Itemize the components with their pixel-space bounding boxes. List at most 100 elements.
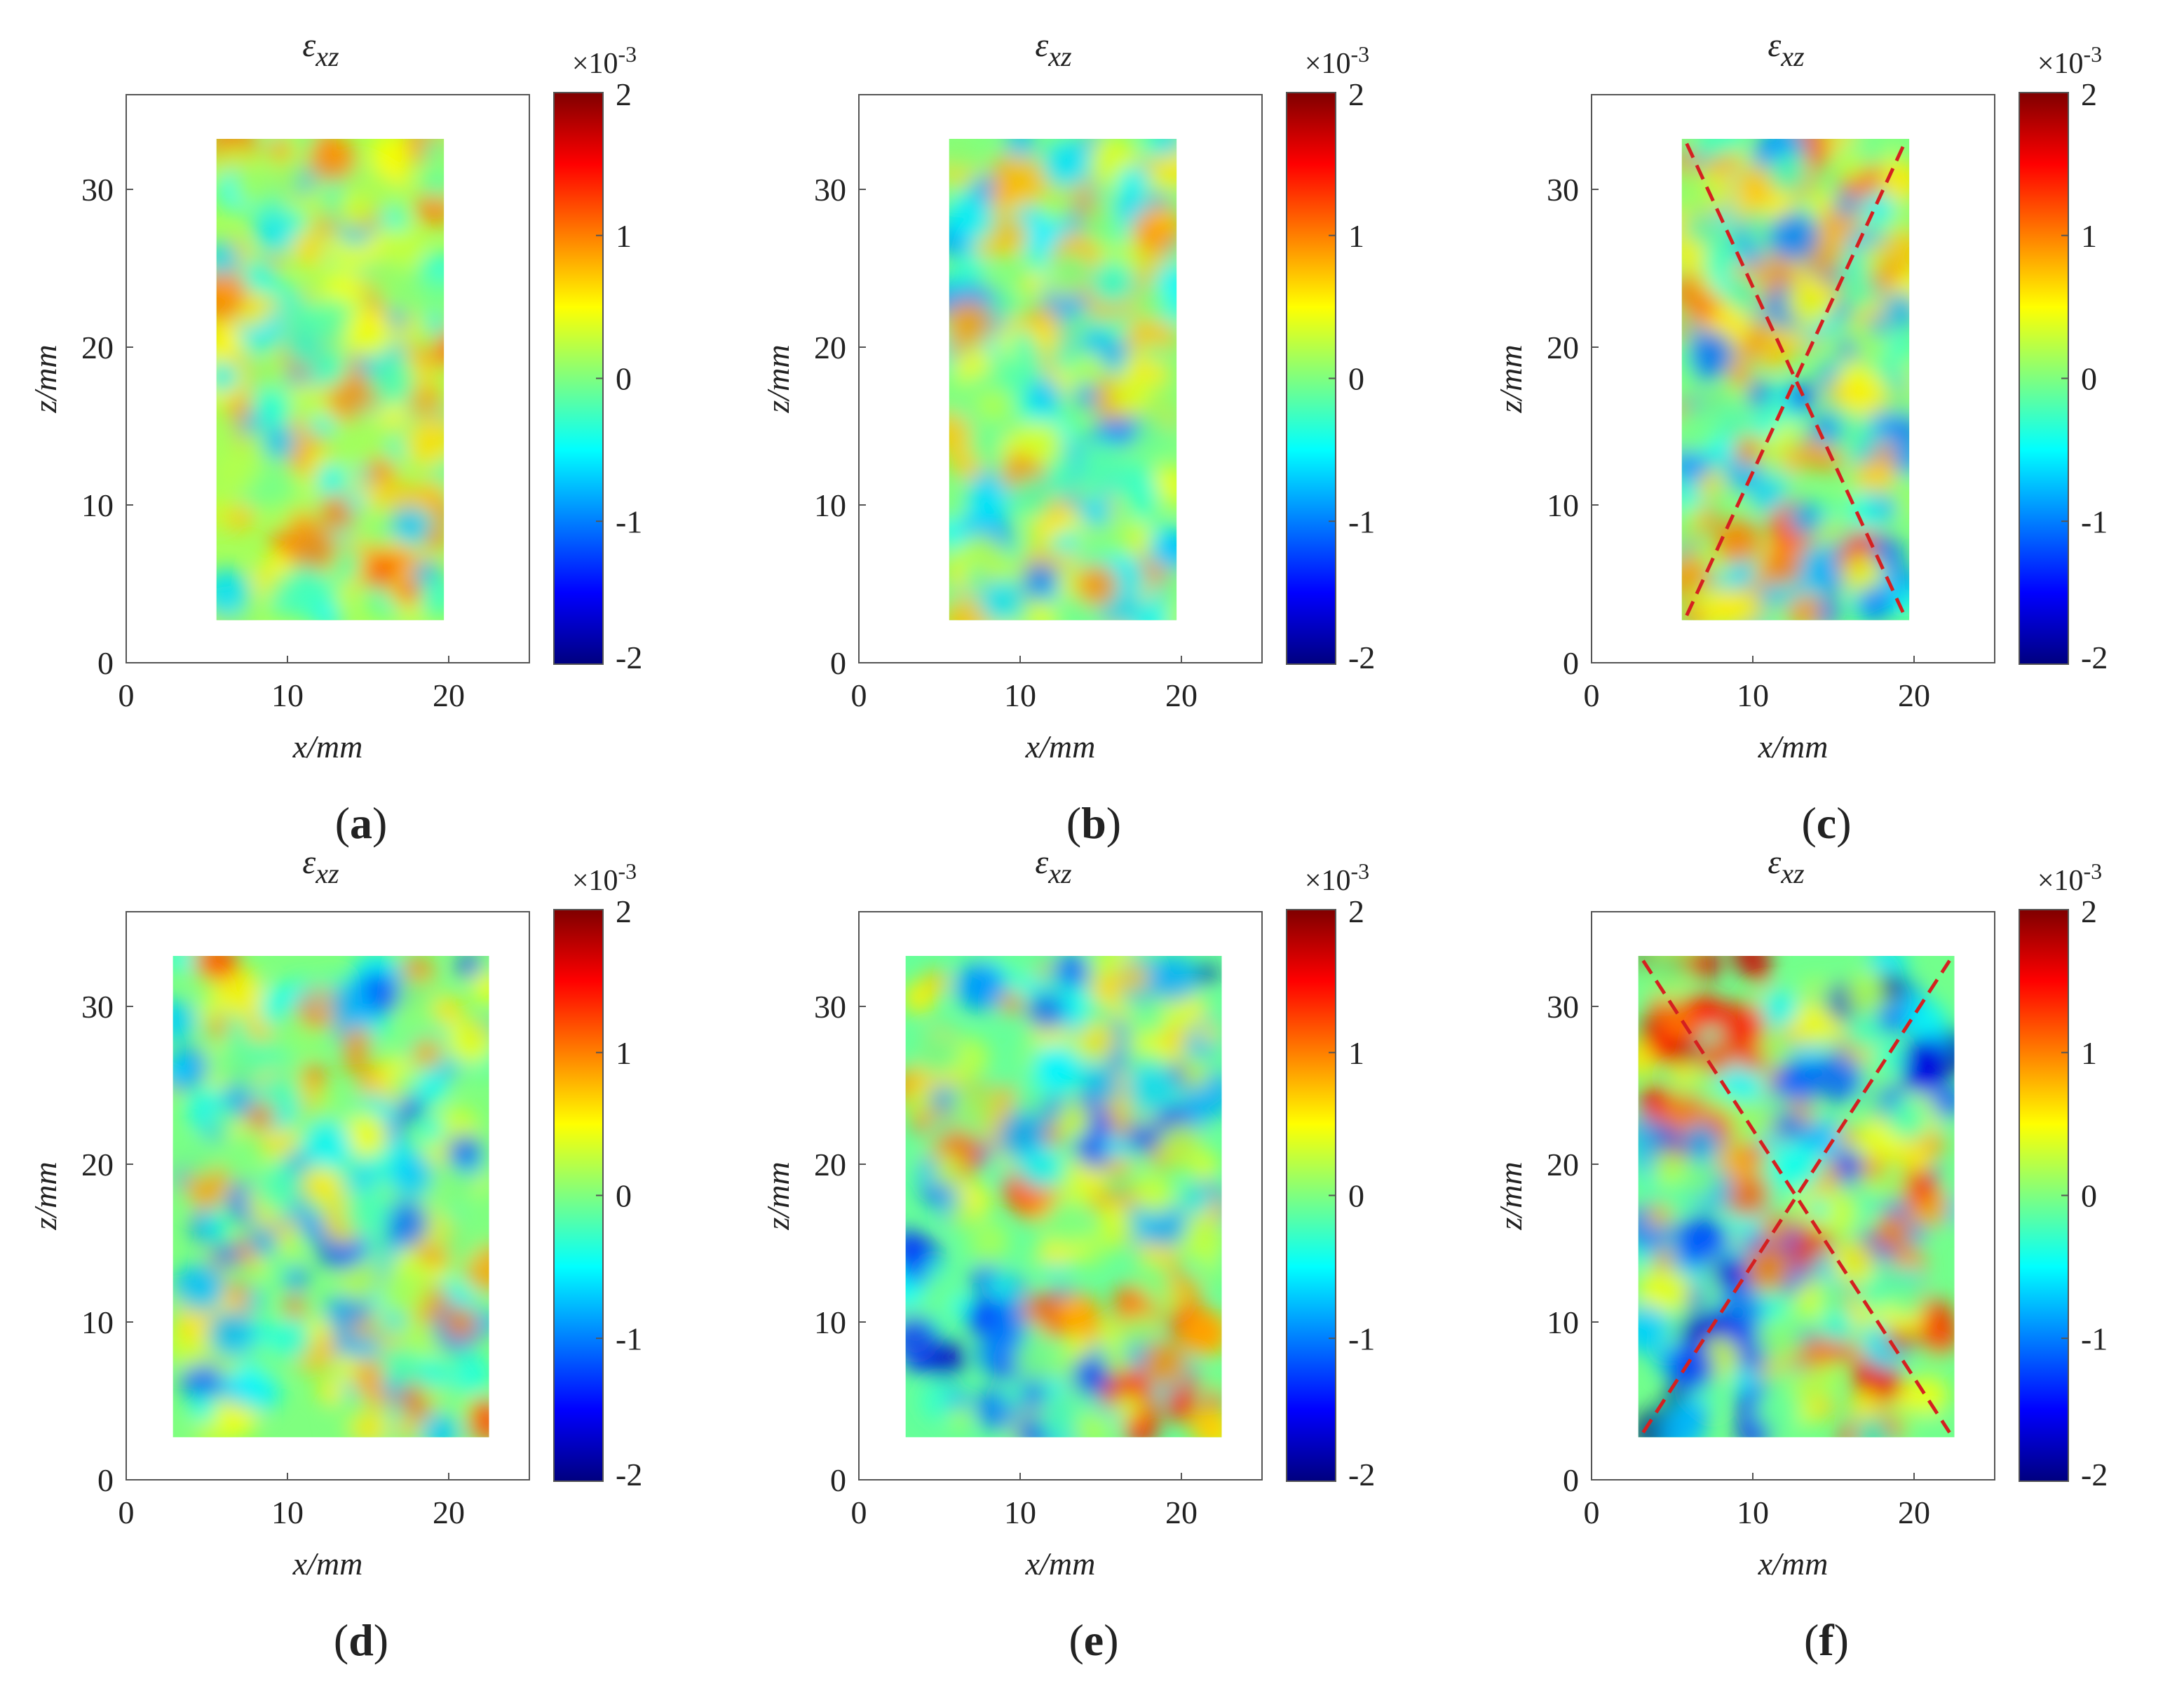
- strain-blob: [472, 1398, 489, 1422]
- plot-title: εxz: [302, 27, 339, 72]
- colorbar: -2 -1 0 1 2×10-3: [553, 41, 642, 675]
- strain-blob: [1891, 440, 1910, 473]
- x-tick-label: 20: [1898, 1495, 1930, 1530]
- strain-blob: [1817, 1363, 1845, 1391]
- colorbar-tick-label: -2: [616, 640, 642, 675]
- strain-blob: [1756, 1316, 1802, 1362]
- x-tick-label: 20: [1165, 1495, 1198, 1530]
- strain-blob: [955, 252, 988, 284]
- y-tick-label: 20: [81, 1147, 114, 1182]
- strain-blob: [424, 527, 445, 550]
- strain-blob: [1838, 250, 1869, 283]
- strain-blob: [311, 1171, 344, 1204]
- strain-blob: [989, 216, 1029, 256]
- strain-blob: [1725, 274, 1762, 311]
- strain-blob: [311, 298, 356, 344]
- strain-blob: [1654, 1271, 1693, 1310]
- strain-blob: [1178, 1307, 1222, 1355]
- y-tick-label: 30: [1547, 172, 1579, 208]
- strain-blob: [172, 956, 194, 972]
- strain-blob: [1189, 1406, 1222, 1438]
- strain-blob: [1728, 363, 1751, 386]
- strain-blob: [1908, 1375, 1948, 1416]
- strain-blob: [1809, 190, 1837, 218]
- axes-box: [1591, 911, 1995, 1481]
- axes-box: [1591, 94, 1995, 663]
- strain-blob: [1674, 1215, 1723, 1264]
- colorbar-gradient: [1286, 909, 1336, 1482]
- x-axis-label: x/mm: [292, 1546, 363, 1582]
- strain-blob: [1122, 964, 1149, 992]
- y-tick-label: 10: [1547, 487, 1579, 523]
- strain-blob: [328, 983, 374, 1029]
- y-tick-label: 20: [814, 330, 846, 365]
- strain-blob: [216, 497, 236, 530]
- y-axis-label: z/mm: [27, 344, 63, 413]
- strain-blob: [368, 357, 415, 404]
- strain-blob: [412, 327, 440, 355]
- strain-blob: [1885, 332, 1910, 360]
- colorbar-gradient: [553, 92, 604, 665]
- strain-blob: [1134, 1260, 1173, 1300]
- strain-blob: [1758, 584, 1782, 607]
- strain-blob: [391, 506, 429, 544]
- strain-blob: [968, 424, 1009, 465]
- colorbar-multiplier: ×10-3: [572, 858, 637, 897]
- strain-blob: [1744, 1244, 1792, 1291]
- strain-blob: [1849, 325, 1878, 354]
- strain-blob: [947, 1389, 970, 1413]
- strain-blob: [285, 1297, 306, 1319]
- strain-blob: [1727, 560, 1756, 589]
- colorbar-tick-label: -1: [2081, 1321, 2108, 1356]
- colorbar: -2 -1 0 1 2×10-3: [1286, 41, 1375, 675]
- strain-blob: [1841, 358, 1866, 382]
- strain-blob: [216, 567, 250, 616]
- colorbar-multiplier: ×10-3: [2037, 858, 2102, 897]
- strain-blob: [1064, 1332, 1092, 1359]
- strain-blob: [1094, 1321, 1123, 1350]
- colorbar-tick-label: -1: [616, 1321, 642, 1356]
- strain-blob: [1010, 476, 1054, 520]
- strain-blob: [1105, 1152, 1132, 1179]
- strain-blob: [285, 523, 337, 574]
- strain-blob: [325, 424, 367, 466]
- strain-blob: [1022, 422, 1064, 464]
- strain-blob: [1018, 1145, 1062, 1189]
- strain-blob: [296, 389, 321, 414]
- strain-blob: [1045, 1376, 1067, 1398]
- strain-blob: [1205, 1374, 1222, 1396]
- strain-blob: [442, 1224, 481, 1263]
- strain-blob: [905, 1087, 933, 1118]
- dashed-line-1: [1685, 142, 1906, 616]
- x-tick-label: 20: [433, 1495, 465, 1530]
- strain-blob: [1639, 956, 1685, 999]
- strain-blob: [1154, 529, 1177, 572]
- strain-blob: [1857, 586, 1894, 621]
- strain-blob: [344, 1190, 391, 1236]
- strain-blob: [905, 980, 937, 1015]
- strain-blob: [1788, 500, 1824, 537]
- strain-blob: [949, 139, 984, 172]
- strain-blob: [1090, 261, 1134, 305]
- strain-blob: [379, 222, 424, 267]
- strain-blob: [1838, 271, 1878, 311]
- strain-blob: [397, 579, 421, 603]
- strain-blob: [384, 208, 408, 232]
- colorbar-tick-label: 2: [2081, 76, 2097, 112]
- strain-blob: [1059, 1293, 1094, 1329]
- strain-field: [949, 139, 1177, 621]
- strain-blob: [951, 1295, 972, 1316]
- strain-blob: [285, 328, 323, 366]
- strain-field: [1681, 139, 1910, 621]
- strain-blob: [365, 456, 394, 485]
- strain-blob: [421, 167, 445, 199]
- strain-blob: [1115, 188, 1147, 220]
- colorbar-tick-label: 1: [2081, 1035, 2097, 1071]
- strain-blob: [207, 1051, 238, 1081]
- strain-blob: [215, 1242, 239, 1267]
- strain-field: [216, 139, 445, 621]
- colorbar-gradient: [2019, 92, 2069, 665]
- strain-blob: [1112, 1284, 1147, 1319]
- strain-blob: [172, 1058, 191, 1082]
- strain-blob: [962, 346, 991, 377]
